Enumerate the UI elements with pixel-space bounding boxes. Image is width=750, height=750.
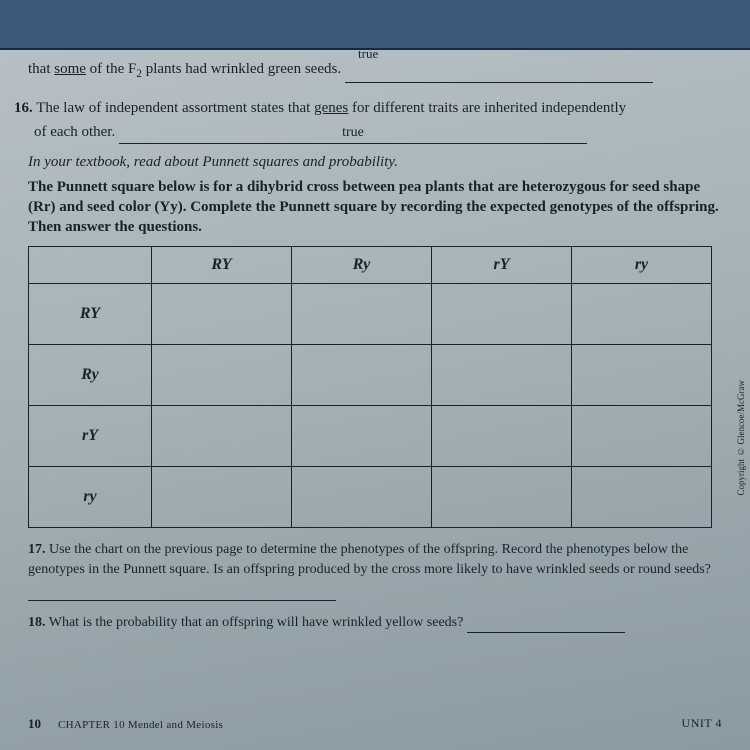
- table-row: ry: [29, 466, 712, 527]
- q15-answer-blank[interactable]: [345, 82, 653, 83]
- unit-label: UNIT 4: [682, 716, 722, 731]
- punnett-cell[interactable]: [432, 405, 572, 466]
- punnett-cell[interactable]: [152, 283, 292, 344]
- q16-line2: of each other. true: [28, 121, 722, 144]
- table-row: rY: [29, 405, 712, 466]
- q17-text: Use the chart on the previous page to de…: [28, 542, 711, 577]
- worksheet-page: true that some of the F2 plants had wrin…: [0, 0, 750, 750]
- q15-underlined: some: [54, 61, 86, 77]
- punnett-cell[interactable]: [572, 344, 712, 405]
- punnett-cell[interactable]: [292, 405, 432, 466]
- table-row: RY: [29, 283, 712, 344]
- q15-pre: that: [28, 61, 54, 77]
- punnett-cell[interactable]: [292, 466, 432, 527]
- punnett-cell[interactable]: [572, 283, 712, 344]
- table-row: Ry: [29, 344, 712, 405]
- q18-answer-blank[interactable]: [467, 632, 625, 633]
- q16-underlined: genes: [314, 100, 348, 116]
- col-header: rY: [432, 246, 572, 283]
- q16-number: 16.: [14, 100, 33, 116]
- punnett-cell[interactable]: [152, 466, 292, 527]
- row-header: Ry: [29, 344, 152, 405]
- q16-post: for different traits are inherited indep…: [348, 100, 626, 116]
- q18-text: What is the probability that an offsprin…: [49, 615, 464, 630]
- row-header: RY: [29, 283, 152, 344]
- q17-number: 17.: [28, 542, 46, 557]
- q18-block: 18. What is the probability that an offs…: [28, 613, 722, 633]
- punnett-prompt: The Punnett square below is for a dihybr…: [28, 177, 722, 238]
- punnett-cell[interactable]: [572, 405, 712, 466]
- punnett-cell[interactable]: [432, 466, 572, 527]
- table-header-row: RY Ry rY ry: [29, 246, 712, 283]
- q16-answer: true: [342, 125, 364, 140]
- punnett-cell[interactable]: [572, 466, 712, 527]
- col-header: ry: [572, 246, 712, 283]
- q15-fragment-line: true that some of the F2 plants had wrin…: [28, 58, 722, 83]
- page-content: true that some of the F2 plants had wrin…: [0, 50, 750, 633]
- table-corner: [29, 246, 152, 283]
- punnett-cell[interactable]: [292, 283, 432, 344]
- punnett-cell[interactable]: [152, 344, 292, 405]
- row-header: ry: [29, 466, 152, 527]
- q15-tail: plants had wrinkled green seeds.: [142, 61, 341, 77]
- browser-chrome-bar: [0, 0, 750, 50]
- punnett-square-table: RY Ry rY ry RY Ry rY: [28, 246, 712, 528]
- page-number: 10: [28, 716, 41, 732]
- copyright-vertical: Copyright © Glencoe/McGraw: [736, 380, 746, 495]
- punnett-cell[interactable]: [432, 283, 572, 344]
- col-header: Ry: [292, 246, 432, 283]
- punnett-cell[interactable]: [432, 344, 572, 405]
- punnett-cell[interactable]: [152, 405, 292, 466]
- punnett-cell[interactable]: [292, 344, 432, 405]
- q17-block: 17. Use the chart on the previous page t…: [28, 540, 722, 601]
- col-header: RY: [152, 246, 292, 283]
- q15-answer-above: true: [358, 44, 378, 64]
- chapter-label: CHAPTER 10 Mendel and Meiosis: [58, 719, 223, 731]
- q16-answer-blank[interactable]: true: [119, 122, 587, 144]
- q16-pre: The law of independent assortment states…: [36, 100, 314, 116]
- page-footer: 10 CHAPTER 10 Mendel and Meiosis UNIT 4: [28, 716, 722, 732]
- q16-line2-text: of each other.: [34, 124, 115, 140]
- q16-line1: 16. The law of independent assortment st…: [28, 97, 722, 120]
- q15-post: of the F: [86, 61, 136, 77]
- section-instructions: In your textbook, read about Punnett squ…: [28, 154, 722, 171]
- q18-number: 18.: [28, 615, 46, 630]
- q17-answer-blank[interactable]: [28, 600, 336, 601]
- row-header: rY: [29, 405, 152, 466]
